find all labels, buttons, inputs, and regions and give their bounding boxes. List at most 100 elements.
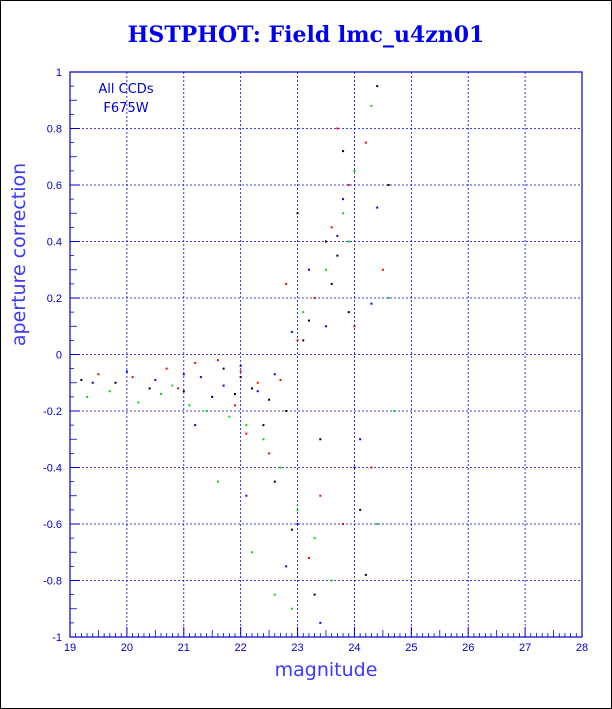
data-point-green <box>262 438 265 441</box>
data-point-black <box>296 212 299 215</box>
y-tick-label: -0.4 <box>43 463 62 475</box>
data-point-black <box>336 254 339 257</box>
data-point-red <box>256 381 259 384</box>
x-tick-labels: 19 20 21 22 23 24 25 26 27 28 <box>64 642 588 654</box>
data-point-blue <box>125 370 128 373</box>
data-point-red <box>239 370 242 373</box>
data-point-green <box>347 240 350 243</box>
data-point-red <box>97 373 100 376</box>
annotation-ccds: All CCDs <box>98 82 153 97</box>
data-point-black <box>251 387 254 390</box>
data-point-blue <box>359 438 362 441</box>
data-point-blue <box>353 466 356 469</box>
data-point-green <box>86 395 89 398</box>
x-axis-label: magnitude <box>275 659 378 681</box>
y-tick-label: 0 <box>56 350 62 362</box>
data-point-black <box>222 367 225 370</box>
data-point-blue <box>336 234 339 237</box>
y-tick-labels: 1 0.8 0.6 0.4 0.2 0 -0.2 -0.4 -0.6 -0.8 -1 <box>43 67 62 644</box>
data-point-red <box>285 282 288 285</box>
data-point-black <box>273 480 276 483</box>
data-point-blue <box>319 621 322 624</box>
data-point-green <box>245 424 248 427</box>
data-point-black <box>182 390 185 393</box>
data-point-green <box>171 384 174 387</box>
data-point-black <box>330 282 333 285</box>
y-tick-label: -0.6 <box>43 519 62 531</box>
data-point-black <box>359 508 362 511</box>
x-tick-label: 24 <box>348 642 360 654</box>
data-point-blue <box>285 565 288 568</box>
data-point-black <box>114 381 117 384</box>
data-point-green <box>188 404 191 407</box>
data-point-green <box>370 104 373 107</box>
x-tick-label: 20 <box>121 642 133 654</box>
data-point-green <box>205 410 208 412</box>
data-point-red <box>131 376 134 379</box>
data-point-black <box>376 85 379 88</box>
y-axis-label: aperture correction <box>8 163 30 346</box>
data-point-black <box>268 398 271 401</box>
data-point-red <box>233 404 236 407</box>
data-point-red <box>330 226 333 229</box>
data-point-red <box>216 359 219 362</box>
data-point-black <box>319 438 322 441</box>
data-point-blue <box>194 424 197 427</box>
data-point-green <box>290 607 293 610</box>
data-point-red <box>245 432 248 435</box>
x-tick-label: 22 <box>235 642 247 654</box>
data-point-red <box>364 141 367 144</box>
data-point-black <box>347 311 350 314</box>
data-point-blue <box>290 330 293 333</box>
data-point-red <box>307 556 310 559</box>
data-point-green <box>302 311 305 314</box>
data-point-red <box>342 523 345 525</box>
x-tick-label: 27 <box>519 642 531 654</box>
data-point-black <box>262 424 265 427</box>
data-point-green <box>216 480 219 483</box>
data-point-green <box>313 537 316 540</box>
data-point-blue <box>182 373 185 376</box>
data-point-green <box>325 268 327 271</box>
data-point-green <box>279 466 282 469</box>
data-point-black <box>325 240 327 243</box>
data-point-red <box>194 361 197 364</box>
y-tick-label: -0.2 <box>43 406 62 418</box>
data-point-green <box>160 393 163 396</box>
data-point-green <box>342 212 345 215</box>
data-point-red <box>347 184 350 186</box>
x-tick-label: 28 <box>576 642 588 654</box>
data-point-red <box>268 452 271 455</box>
y-tick-label: -1 <box>52 632 62 644</box>
data-point-red <box>319 494 322 497</box>
data-point-black <box>364 573 367 576</box>
tick-marks <box>69 71 583 638</box>
data-points <box>80 85 396 624</box>
data-point-black <box>313 593 316 596</box>
data-point-red <box>370 466 373 469</box>
data-point-red <box>336 127 339 130</box>
data-point-black <box>342 150 345 153</box>
data-point-red <box>177 387 180 390</box>
data-point-black <box>285 410 288 412</box>
data-point-black <box>80 378 83 381</box>
data-point-green <box>251 551 254 554</box>
data-point-red <box>353 325 356 328</box>
data-point-black <box>387 184 390 186</box>
data-point-red <box>296 339 299 342</box>
data-point-blue <box>370 302 373 305</box>
y-tick-label: 0.2 <box>47 293 62 305</box>
annotation-filter: F675W <box>103 101 148 116</box>
data-point-blue <box>245 494 248 497</box>
data-point-red <box>313 297 316 299</box>
y-tick-label: 0.4 <box>47 237 62 249</box>
data-point-green <box>387 297 390 299</box>
y-tick-label: 1 <box>56 67 62 79</box>
data-point-green <box>108 390 111 393</box>
y-tick-label: 0.8 <box>47 124 62 136</box>
data-point-green <box>393 410 396 412</box>
data-point-black <box>148 387 151 390</box>
y-tick-label: 0.6 <box>47 180 62 192</box>
x-tick-label: 25 <box>405 642 417 654</box>
data-point-red <box>381 268 384 271</box>
